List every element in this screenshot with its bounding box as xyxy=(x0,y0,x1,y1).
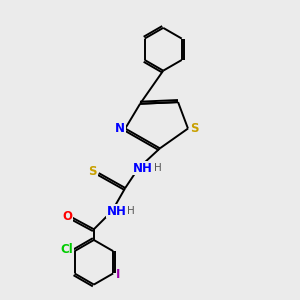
Text: I: I xyxy=(116,268,121,281)
Text: H: H xyxy=(154,163,162,173)
Text: S: S xyxy=(190,122,199,135)
Text: N: N xyxy=(115,122,125,135)
Text: NH: NH xyxy=(133,162,153,175)
Text: Cl: Cl xyxy=(61,243,74,256)
Text: NH: NH xyxy=(106,205,126,218)
Text: H: H xyxy=(128,206,135,216)
Text: S: S xyxy=(88,165,97,178)
Text: O: O xyxy=(62,210,72,223)
